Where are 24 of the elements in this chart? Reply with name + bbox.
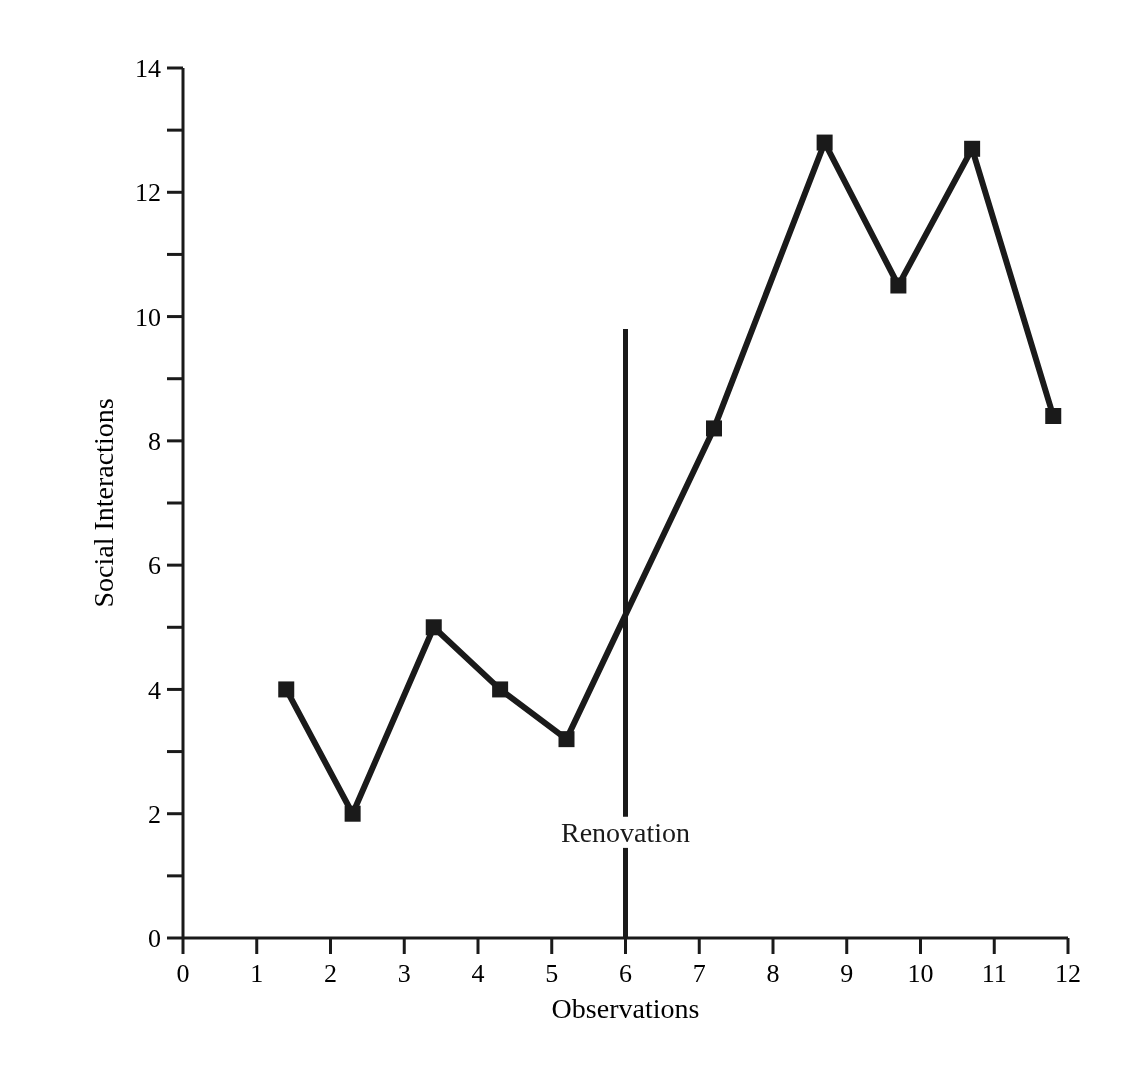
y-tick-label: 8 (148, 426, 161, 456)
y-tick-label: 4 (148, 675, 161, 705)
x-tick-label: 7 (692, 959, 706, 988)
y-tick-label: 2 (148, 799, 161, 829)
ref-line-label: Renovation (560, 817, 691, 849)
y-tick-label: 12 (135, 178, 161, 208)
x-tick-label: 10 (907, 959, 934, 988)
x-tick-label: 11 (981, 959, 1007, 988)
y-axis-title: Social Interactions (88, 398, 119, 608)
x-tick-label: 4 (471, 959, 485, 988)
x-tick-label: 2 (324, 959, 337, 988)
y-tick-label: 6 (148, 551, 161, 581)
x-axis-title: Observations (551, 993, 700, 1024)
x-tick-label: 6 (619, 959, 632, 988)
x-tick-label: 0 (176, 959, 190, 988)
y-tick-label: 10 (135, 302, 161, 332)
x-tick-label: 8 (766, 959, 780, 988)
x-tick-label: 5 (545, 959, 559, 988)
x-tick-label: 9 (840, 959, 854, 988)
x-tick-label: 12 (1055, 959, 1081, 988)
y-tick-label: 14 (135, 54, 161, 84)
x-tick-label: 1 (250, 959, 264, 988)
y-tick-label: 0 (148, 924, 161, 954)
x-tick-label: 3 (397, 959, 411, 988)
